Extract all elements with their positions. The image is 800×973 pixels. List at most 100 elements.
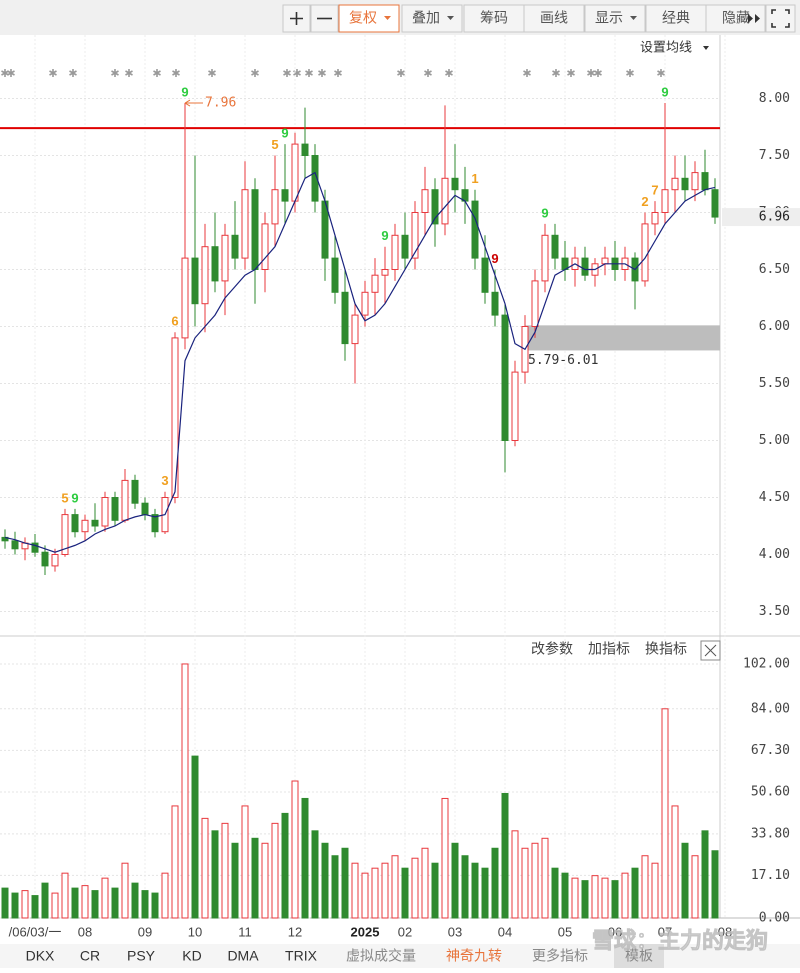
- volume-bar: [621, 872, 629, 919]
- volume-bar: [491, 847, 499, 919]
- x-tick-label: 06: [608, 924, 622, 939]
- candle-body: [301, 143, 309, 157]
- x-tick-label: 02: [398, 924, 412, 939]
- volume-bar: [361, 872, 369, 919]
- toolbar-label: 画线: [540, 10, 568, 26]
- volume-bar: [21, 890, 29, 919]
- tab[interactable]: 虚拟成交量: [346, 948, 416, 964]
- candle-body: [201, 246, 209, 305]
- ma-setting[interactable]: 设置均线: [640, 39, 692, 54]
- signal-star: [152, 68, 162, 78]
- fullscreen[interactable]: [765, 4, 796, 33]
- volume-bar: [541, 837, 549, 919]
- signal-star: [586, 68, 596, 78]
- candle-body: [151, 514, 159, 533]
- candle-body: [131, 479, 139, 504]
- signal-star: [207, 68, 217, 78]
- candle-body: [501, 314, 509, 442]
- volume-bar: [611, 880, 619, 919]
- volume-bar: [351, 862, 359, 919]
- signal-star: [6, 68, 16, 78]
- toolbar-button[interactable]: [523, 4, 585, 33]
- candle-body: [121, 479, 129, 521]
- tab[interactable]: 更多指标: [532, 948, 588, 964]
- tab[interactable]: CR: [80, 948, 100, 964]
- x-tick-label: 04: [498, 924, 512, 939]
- volume-bar: [111, 887, 119, 919]
- toolbar-button[interactable]: [463, 4, 525, 33]
- candle-body: [541, 234, 549, 282]
- candle-body: [691, 172, 699, 191]
- toolbar-label: 叠加: [412, 10, 440, 26]
- signal-star: [282, 68, 292, 78]
- tab[interactable]: TRIX: [285, 948, 318, 964]
- indicator-button[interactable]: 改参数: [531, 641, 573, 657]
- volume-bar: [211, 830, 219, 919]
- candle-body: [431, 189, 439, 225]
- signal-star: [304, 68, 314, 78]
- tab[interactable]: KD: [182, 948, 201, 964]
- signal-star: [124, 68, 134, 78]
- candle-body: [291, 143, 299, 202]
- x-tick-label: 09: [138, 924, 152, 939]
- candle-body: [31, 542, 39, 553]
- zoom-out[interactable]: [310, 4, 339, 33]
- candle-body: [351, 314, 359, 345]
- volume-bar: [431, 862, 439, 919]
- tab[interactable]: PSY: [127, 948, 156, 964]
- candle-body: [111, 497, 119, 521]
- tab[interactable]: DMA: [227, 948, 259, 964]
- volume-bar: [231, 842, 239, 919]
- toolbar-button[interactable]: [401, 4, 463, 33]
- toolbar-button[interactable]: [645, 4, 707, 33]
- volume-bar: [121, 862, 129, 919]
- volume-bar: [181, 663, 189, 919]
- y-tick-label: 8.00: [759, 91, 790, 106]
- signal-star: [396, 68, 406, 78]
- plus-icon: [290, 12, 303, 25]
- tab-bar: [0, 944, 800, 968]
- toolbar-button[interactable]: [584, 4, 646, 33]
- candle-body: [371, 274, 379, 293]
- candle-body: [471, 200, 479, 259]
- volume-bar: [101, 877, 109, 919]
- volume-bar: [141, 890, 149, 919]
- volume-bar: [11, 892, 19, 919]
- signal-star: [48, 68, 58, 78]
- caret: [630, 16, 637, 20]
- toolbar-label: 复权: [349, 10, 377, 26]
- volume-bar: [31, 895, 39, 919]
- tab[interactable]: DKX: [26, 948, 55, 964]
- caret: [447, 16, 454, 20]
- volume-bar: [371, 867, 379, 919]
- td-count: 5: [271, 137, 278, 152]
- toolbar-button[interactable]: [338, 4, 400, 33]
- y-tick-label: 5.50: [759, 376, 790, 391]
- y-tick-label: 7.50: [759, 148, 790, 163]
- candle-body: [511, 371, 519, 442]
- td-count: 2: [641, 194, 648, 209]
- signal-star: [333, 68, 343, 78]
- signal-star: [551, 68, 561, 78]
- candle-body: [141, 502, 149, 516]
- signal-star: [522, 68, 532, 78]
- candle-body: [661, 189, 669, 213]
- candle-body: [701, 172, 709, 191]
- volume-bar: [281, 812, 289, 919]
- tab[interactable]: 神奇九转: [446, 948, 502, 964]
- x-tick-label: 08: [78, 924, 92, 939]
- tab[interactable]: 模板: [625, 948, 653, 964]
- indicator-button[interactable]: 加指标: [588, 641, 630, 657]
- x-tick-label: /06/03/一: [9, 924, 62, 939]
- price-zone: [525, 325, 720, 351]
- td-count: 9: [541, 205, 548, 220]
- volume-bar: [301, 797, 309, 919]
- y-tick-label: 0.00: [759, 911, 790, 926]
- candle-body: [171, 337, 179, 498]
- y-tick-label: 67.30: [751, 743, 790, 758]
- volume-bar: [571, 877, 579, 919]
- td-count: 9: [181, 84, 188, 99]
- volume-bar: [641, 855, 649, 919]
- indicator-button[interactable]: 换指标: [645, 641, 687, 657]
- signal-star: [566, 68, 576, 78]
